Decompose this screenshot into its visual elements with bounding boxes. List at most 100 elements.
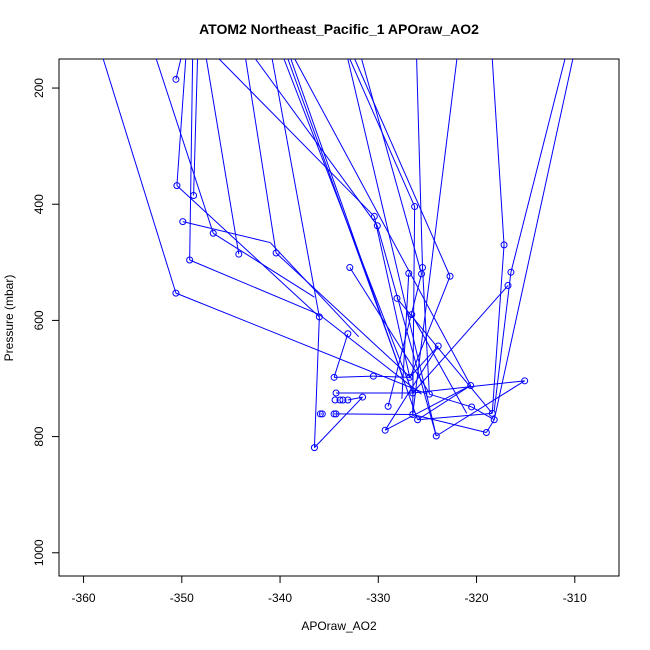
series-segment bbox=[336, 413, 413, 416]
series-segment bbox=[189, 259, 320, 316]
data-point bbox=[500, 241, 508, 249]
series-segment bbox=[510, 59, 566, 273]
series-segment bbox=[493, 59, 574, 420]
data-point bbox=[408, 311, 416, 319]
data-point bbox=[381, 426, 389, 434]
series-segment bbox=[412, 206, 416, 414]
data-point bbox=[507, 268, 515, 276]
data-point bbox=[405, 269, 413, 277]
series-segment bbox=[193, 59, 199, 196]
x-tick-label: -320 bbox=[465, 591, 489, 605]
data-point bbox=[373, 222, 381, 230]
series-segment bbox=[401, 273, 410, 399]
series-segment bbox=[275, 252, 413, 379]
y-tick-label: 400 bbox=[32, 194, 46, 214]
data-point bbox=[172, 289, 180, 297]
y-axis-label: Pressure (mbar) bbox=[2, 275, 16, 362]
data-point bbox=[339, 396, 347, 404]
data-point bbox=[409, 411, 417, 419]
series-segment bbox=[314, 396, 363, 448]
data-point bbox=[425, 390, 433, 398]
data-point bbox=[344, 330, 352, 338]
series-segment bbox=[176, 59, 187, 186]
data-point bbox=[468, 403, 476, 411]
data-point bbox=[336, 396, 344, 404]
series-segment bbox=[294, 59, 472, 386]
data-point bbox=[409, 389, 417, 397]
series-segment bbox=[412, 59, 458, 415]
data-point bbox=[330, 373, 338, 381]
data-point bbox=[393, 294, 401, 302]
data-point bbox=[172, 75, 180, 83]
data-point bbox=[418, 270, 426, 278]
x-tick-label: -340 bbox=[268, 591, 292, 605]
data-point bbox=[482, 429, 490, 437]
data-point bbox=[406, 373, 414, 381]
series-segment bbox=[205, 59, 240, 255]
data-point bbox=[490, 416, 498, 424]
series-segment bbox=[333, 333, 349, 378]
series-segment bbox=[384, 345, 439, 431]
x-tick-label: -360 bbox=[72, 591, 96, 605]
data-point bbox=[315, 313, 323, 321]
data-point bbox=[467, 381, 475, 389]
series-segment bbox=[182, 221, 271, 244]
x-tick-label: -350 bbox=[170, 591, 194, 605]
series-segment bbox=[349, 267, 430, 394]
series-segment bbox=[493, 272, 512, 411]
series-segment bbox=[417, 412, 493, 421]
series-segment bbox=[491, 244, 505, 414]
series-segment bbox=[435, 380, 525, 437]
series-segment bbox=[373, 375, 410, 378]
series-segment bbox=[212, 232, 315, 298]
chart-title: ATOM2 Northeast_Pacific_1 APOraw_AO2 bbox=[199, 21, 479, 37]
data-point bbox=[331, 396, 339, 404]
plot-frame bbox=[58, 58, 620, 577]
data-point bbox=[272, 249, 280, 257]
series-segment bbox=[334, 375, 374, 378]
data-point bbox=[370, 212, 378, 220]
x-tick-label: -330 bbox=[366, 591, 390, 605]
series-segment bbox=[313, 316, 320, 448]
series-lines bbox=[102, 59, 574, 448]
data-point bbox=[318, 410, 326, 418]
series-segment bbox=[175, 292, 428, 395]
data-point bbox=[179, 218, 187, 226]
series-segment bbox=[176, 185, 320, 318]
data-point bbox=[419, 264, 427, 272]
series-segment bbox=[269, 242, 360, 338]
data-point bbox=[332, 410, 340, 418]
x-axis-label: APOraw_AO2 bbox=[301, 619, 377, 633]
y-tick-label: 200 bbox=[32, 78, 46, 98]
series-segment bbox=[422, 267, 430, 395]
x-axis: -360 -350 -340 -330 -320 -310 bbox=[72, 576, 587, 605]
data-point bbox=[434, 342, 442, 350]
series-segment bbox=[347, 396, 363, 401]
series-segment bbox=[411, 314, 468, 414]
series-segment bbox=[373, 216, 411, 378]
data-point bbox=[369, 372, 377, 380]
data-point bbox=[384, 402, 392, 410]
series-segment bbox=[102, 59, 177, 294]
series-segment bbox=[417, 385, 471, 421]
data-point bbox=[432, 432, 440, 440]
data-point bbox=[411, 203, 419, 211]
data-point bbox=[344, 396, 352, 404]
series-segment bbox=[245, 59, 277, 254]
data-point bbox=[488, 409, 496, 417]
x-tick-label: -310 bbox=[563, 591, 587, 605]
data-point bbox=[310, 444, 318, 452]
data-point bbox=[209, 229, 217, 237]
series-segment bbox=[429, 393, 472, 408]
data-point bbox=[190, 192, 198, 200]
y-tick-label: 1000 bbox=[32, 539, 46, 566]
data-point bbox=[414, 416, 422, 424]
series-segment bbox=[471, 406, 495, 421]
data-point bbox=[346, 264, 354, 272]
series-points bbox=[172, 75, 529, 452]
series-segment bbox=[491, 59, 505, 245]
series-segment bbox=[218, 59, 375, 217]
data-point bbox=[504, 282, 512, 290]
y-axis: 200 400 600 800 1000 bbox=[32, 78, 59, 566]
